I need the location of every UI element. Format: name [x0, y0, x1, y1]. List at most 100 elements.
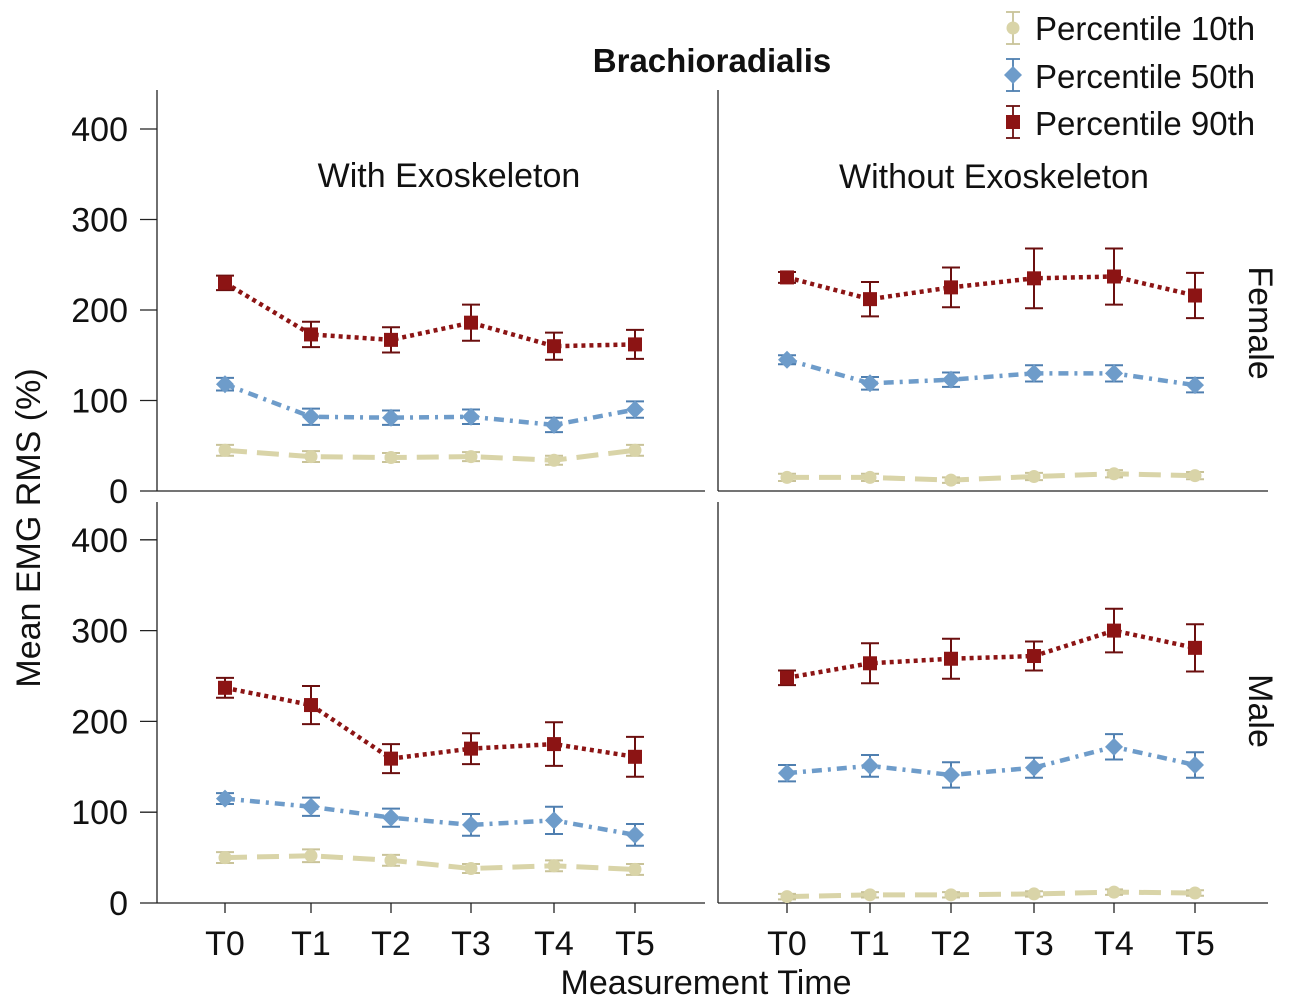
series-p50 [216, 789, 644, 847]
legend-item-p10: Percentile 10th [1006, 10, 1255, 47]
data-point [218, 443, 232, 457]
data-point [628, 337, 642, 352]
series-line-p90 [223, 280, 636, 349]
data-point [304, 327, 318, 342]
x-axis-label: Measurement Time [561, 964, 852, 1000]
data-point [1027, 470, 1041, 484]
data-point [545, 811, 563, 830]
series-line-p10 [786, 889, 1196, 900]
row-label-female: Female [1241, 266, 1279, 379]
data-point [462, 815, 480, 834]
data-point [547, 453, 561, 467]
data-point [628, 443, 642, 457]
data-point [464, 315, 478, 330]
data-point [382, 408, 400, 427]
data-point [464, 861, 478, 875]
data-point [780, 890, 794, 904]
legend-symbol-p50 [1004, 58, 1022, 92]
data-point [861, 374, 879, 393]
legend-marker [1004, 66, 1022, 84]
x-tick-label: T4 [1094, 925, 1134, 963]
series-line-p50 [224, 382, 636, 428]
x-tick-label: T5 [1175, 925, 1215, 963]
data-point [1107, 467, 1121, 481]
x-tick-label: T2 [931, 925, 971, 963]
data-point [944, 280, 958, 295]
y-tick-label: 0 [109, 885, 128, 923]
data-point [547, 737, 561, 752]
data-point [218, 275, 232, 290]
series-p50 [778, 733, 1204, 789]
series-p10 [778, 885, 1204, 904]
data-point [1027, 887, 1041, 901]
series-p10 [216, 848, 644, 876]
data-point [382, 808, 400, 827]
y-tick-label: 400 [71, 522, 128, 560]
data-point [304, 450, 318, 464]
data-point [778, 764, 796, 783]
x-tick-label: T1 [291, 925, 331, 963]
y-tick-label: 300 [71, 613, 128, 651]
data-point [780, 470, 794, 484]
data-point [780, 270, 794, 285]
series-line-p90 [786, 274, 1196, 302]
data-point [1186, 755, 1204, 774]
data-point [218, 851, 232, 865]
data-point [384, 853, 398, 867]
panel-title-without-exoskeleton: Without Exoskeleton [839, 158, 1149, 196]
data-point [944, 651, 958, 666]
series-p90 [778, 247, 1204, 320]
series-layer [216, 247, 1204, 904]
data-point [304, 698, 318, 713]
series-line-p50 [224, 796, 636, 838]
x-tick-label: T3 [451, 925, 491, 963]
data-point [944, 473, 958, 487]
series-line-p90 [224, 685, 636, 761]
data-point [1107, 623, 1121, 638]
data-point [545, 415, 563, 434]
data-point [1188, 469, 1202, 483]
legend-label-p50: Percentile 50th [1035, 58, 1255, 95]
y-tick-label: 200 [71, 703, 128, 741]
x-tick-label: T2 [371, 925, 411, 963]
data-point [302, 797, 320, 816]
data-point [384, 332, 398, 347]
data-point [628, 749, 642, 764]
x-tick-label: T0 [767, 925, 807, 963]
row-label-male: Male [1241, 674, 1279, 748]
axis-ticks: 0 100 200 300 400 0 100 200 300 400 T0 T1 T2 T3 T4 T5 T0… [71, 111, 1215, 963]
series-p10 [778, 467, 1204, 487]
series-p50 [778, 350, 1204, 395]
legend-label-p10: Percentile 10th [1035, 10, 1255, 47]
y-axis-label: Mean EMG RMS (%) [10, 368, 48, 687]
data-point [384, 451, 398, 465]
data-point [218, 680, 232, 695]
data-point [1188, 640, 1202, 655]
data-point [1025, 758, 1043, 777]
data-point [1188, 886, 1202, 900]
data-point [628, 862, 642, 876]
data-point [780, 670, 794, 685]
legend-symbol-p90 [1006, 105, 1020, 139]
data-point [863, 292, 877, 307]
data-point [1025, 364, 1043, 383]
x-tick-label: T0 [205, 925, 245, 963]
panel-title-with-exoskeleton: With Exoskeleton [318, 157, 581, 195]
y-tick-label: 100 [71, 383, 128, 421]
series-p90 [778, 607, 1204, 687]
series-p10 [216, 443, 644, 467]
data-point [1027, 271, 1041, 286]
x-tick-label: T4 [534, 925, 574, 963]
legend: Percentile 10th Percentile 50th Percenti… [1004, 10, 1255, 142]
series-line-p10 [787, 471, 1196, 483]
data-point [462, 407, 480, 426]
data-point [547, 859, 561, 873]
data-point [863, 888, 877, 902]
data-point [942, 765, 960, 784]
y-tick-label: 300 [71, 202, 128, 240]
data-point [861, 756, 879, 775]
legend-item-p90: Percentile 90th [1006, 105, 1255, 142]
data-point [778, 350, 796, 369]
panel-frames [156, 90, 1268, 904]
